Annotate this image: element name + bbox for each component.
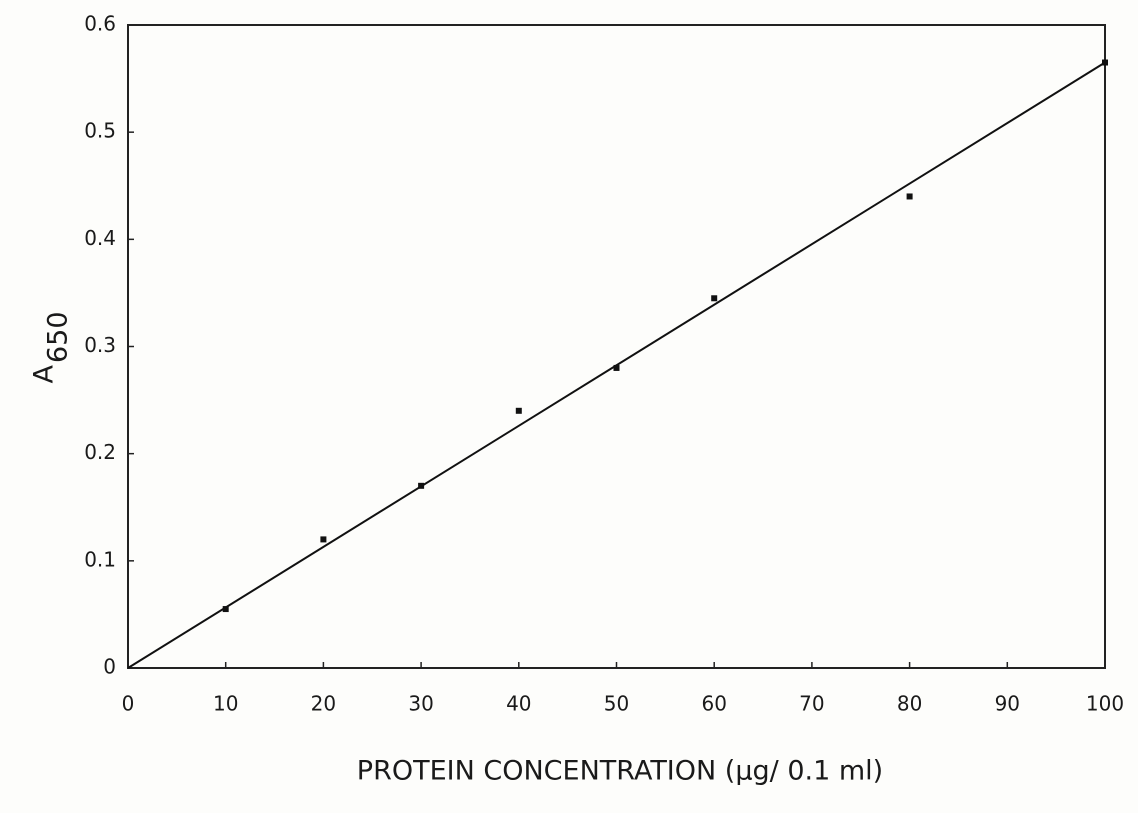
data-point [418, 482, 425, 489]
data-point [222, 606, 229, 613]
x-tick-label: 0 [122, 692, 135, 716]
data-point [906, 193, 913, 200]
y-axis-title-sub: 650 [43, 311, 74, 363]
y-tick-label: 0.2 [84, 440, 116, 464]
plot-frame [127, 24, 1106, 669]
x-tick-label: 90 [995, 692, 1020, 716]
y-tick-label: 0.1 [84, 547, 116, 571]
x-tick-label: 30 [408, 692, 433, 716]
x-tick-label: 40 [506, 692, 531, 716]
y-tick-label: 0.4 [84, 226, 116, 250]
x-tick-label: 100 [1086, 692, 1124, 716]
y-tick-label: 0.5 [84, 119, 116, 143]
data-point [320, 536, 327, 543]
x-tick-label: 60 [701, 692, 726, 716]
x-axis-title: PROTEIN CONCENTRATION (µg/ 0.1 ml) [357, 756, 883, 787]
y-tick-label: 0.3 [84, 333, 116, 357]
data-point [515, 407, 522, 414]
x-tick-label: 70 [799, 692, 824, 716]
x-tick-label: 50 [604, 692, 629, 716]
data-point [613, 364, 620, 371]
x-tick-label: 20 [311, 692, 336, 716]
y-axis-title-main: A [29, 364, 60, 383]
y-tick-label: 0 [103, 655, 116, 679]
data-point [1102, 59, 1108, 66]
y-axis-title: A 650 [29, 311, 74, 383]
x-tick-label: 10 [213, 692, 238, 716]
y-tick-label: 0.6 [84, 12, 116, 36]
x-tick-label: 80 [897, 692, 922, 716]
data-point [711, 295, 718, 302]
